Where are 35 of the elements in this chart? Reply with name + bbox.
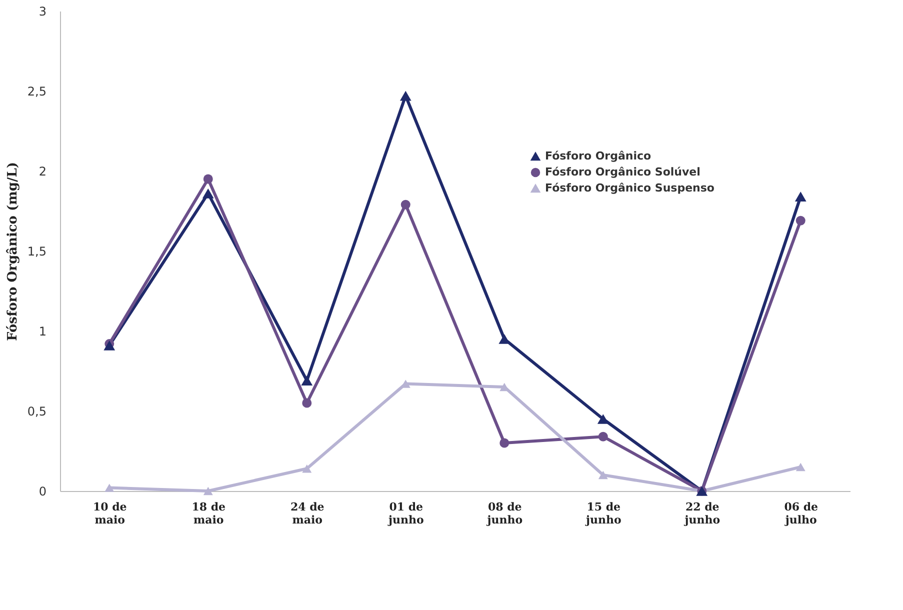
y-tick-label: 0,5 <box>27 404 46 418</box>
x-tick-label: 10 de maio <box>92 500 127 526</box>
point <box>302 464 312 473</box>
legend-label: Fósforo Orgânico <box>545 150 652 162</box>
y-tick-label: 1,5 <box>27 244 46 258</box>
point <box>796 462 806 472</box>
point <box>500 438 510 448</box>
x-tick-label: 18 de maio <box>192 500 226 526</box>
point <box>796 216 806 226</box>
x-tick-label: 24 de maio <box>290 500 324 526</box>
point <box>202 188 214 198</box>
x-tick-label: 15 de junho <box>584 500 622 526</box>
point <box>104 484 114 492</box>
point <box>400 90 412 101</box>
point <box>597 414 609 424</box>
point <box>794 192 806 202</box>
y-tick-label: 0 <box>38 484 46 498</box>
x-tick-label: 08 de junho <box>486 500 523 526</box>
y-tick-label: 3 <box>38 4 46 18</box>
x-tick-label: 22 de junho <box>684 500 720 526</box>
legend-label: Fósforo Orgânico Suspenso <box>545 182 715 194</box>
point <box>400 200 410 210</box>
y-tick-label: 2 <box>38 164 46 178</box>
x-tick-label: 06 de julho <box>784 500 818 526</box>
y-tick-label: 2,5 <box>27 84 46 98</box>
y-axis-title: Fósforo Orgânico (mg/L) <box>5 162 20 342</box>
x-tick-label: 01 de junho <box>387 500 424 526</box>
point <box>302 398 312 408</box>
point <box>203 486 213 496</box>
point <box>598 432 608 442</box>
point <box>203 174 213 184</box>
y-tick-label: 1 <box>38 324 46 338</box>
legend-label: Fósforo Orgânico Solúvel <box>545 166 700 178</box>
point <box>301 376 313 386</box>
point <box>598 470 608 480</box>
